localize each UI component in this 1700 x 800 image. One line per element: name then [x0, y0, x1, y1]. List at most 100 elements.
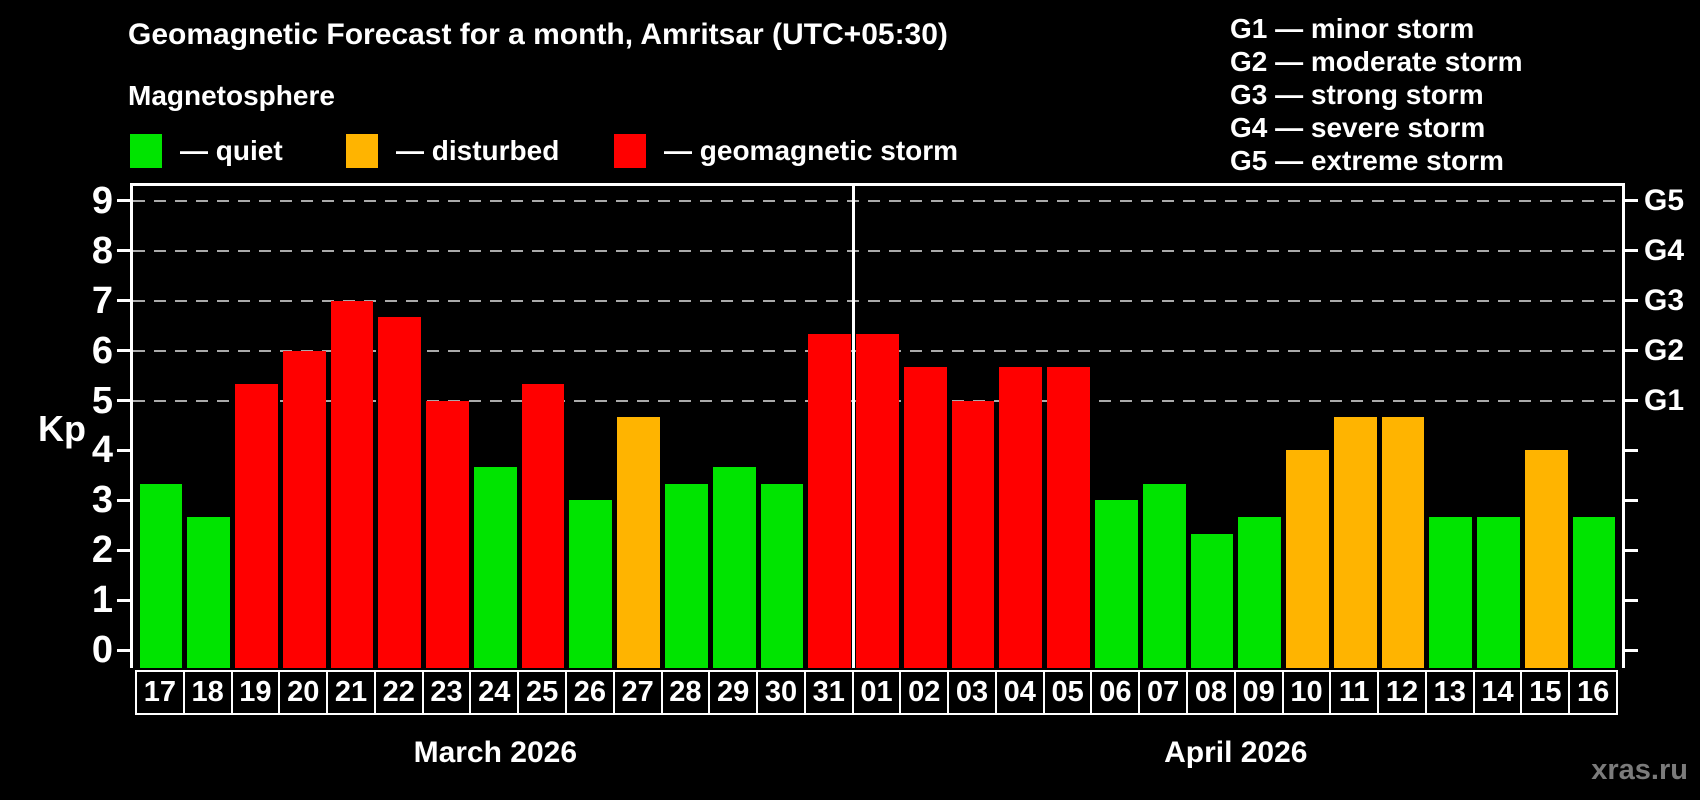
- kp-bar-day-19: [235, 384, 278, 668]
- kp-bar-day-02: [903, 367, 947, 668]
- legend-label: — disturbed: [396, 135, 560, 166]
- y-tick-label-0: 0: [91, 629, 113, 671]
- y-axis-label: Kp: [38, 408, 86, 449]
- gridline-kp-9: [133, 199, 1622, 202]
- legend-item-quiet: — quiet: [130, 134, 283, 168]
- g-scale-legend-line: G3 — strong storm: [1230, 79, 1484, 110]
- date-box-27: 27: [612, 670, 663, 715]
- tick-left-mark-5: [117, 399, 130, 402]
- tick-right-mark-5: [1625, 399, 1638, 402]
- date-box-14: 14: [1472, 670, 1523, 715]
- date-box-21: 21: [326, 670, 376, 715]
- right-axis-label-G2: G2: [1644, 333, 1685, 367]
- date-box-26: 26: [564, 670, 615, 715]
- y-tick-label-4: 4: [91, 429, 113, 472]
- tick-left-mark-7: [117, 299, 130, 303]
- date-box-20: 20: [278, 670, 329, 715]
- date-box-09: 09: [1233, 670, 1284, 715]
- tick-left-mark-9: [117, 199, 130, 203]
- tick-left-mark-4: [117, 448, 130, 452]
- month-separator-line: [852, 186, 856, 668]
- kp-bar-day-18: [187, 516, 231, 668]
- date-box-07: 07: [1138, 670, 1189, 715]
- y-tick-label-6: 6: [91, 329, 113, 372]
- kp-bar-day-21: [330, 300, 374, 668]
- tick-right-mark-8: [1625, 249, 1638, 253]
- quiet-swatch-icon: [130, 134, 162, 168]
- date-box-13: 13: [1424, 670, 1475, 715]
- kp-bar-day-22: [378, 317, 422, 668]
- kp-bar-day-12: [1381, 416, 1425, 668]
- date-box-01: 01: [851, 670, 902, 715]
- tick-right-mark-9: [1625, 199, 1638, 203]
- date-box-11: 11: [1329, 670, 1380, 715]
- date-box-31: 31: [803, 670, 854, 715]
- gridline-kp-7: [133, 299, 1622, 302]
- date-box-19: 19: [230, 670, 281, 715]
- g-scale-legend-line: G5 — extreme storm: [1230, 145, 1504, 176]
- date-box-16: 16: [1568, 670, 1618, 715]
- date-box-02: 02: [899, 670, 950, 715]
- legend-item-storm: — geomagnetic storm: [614, 134, 958, 168]
- date-box-25: 25: [517, 670, 567, 715]
- tick-right-mark-3: [1625, 498, 1638, 502]
- g-scale-legend-line: G4 — severe storm: [1230, 112, 1486, 143]
- watermark: xras.ru: [1591, 754, 1688, 786]
- tick-right-mark-0: [1625, 648, 1638, 652]
- kp-bar-day-03: [951, 400, 995, 668]
- kp-bar-day-09: [1238, 516, 1282, 668]
- tick-left-mark-1: [117, 598, 130, 602]
- date-box-17: 17: [135, 670, 185, 715]
- right-axis-label-G3: G3: [1644, 283, 1685, 317]
- date-box-23: 23: [421, 670, 472, 715]
- kp-bar-day-27: [617, 416, 660, 668]
- month-label: April 2026: [1164, 736, 1308, 769]
- g-scale-legend: G1 — minor storm G2 — moderate storm G3 — …: [1230, 12, 1523, 177]
- kp-bar-day-20: [282, 350, 326, 668]
- kp-bar-day-24: [473, 466, 517, 668]
- kp-bar-day-13: [1429, 516, 1473, 668]
- kp-bar-day-31: [808, 334, 852, 668]
- kp-bar-day-30: [760, 483, 804, 668]
- date-box-03: 03: [947, 670, 997, 715]
- y-tick-label-5: 5: [91, 379, 113, 422]
- date-box-29: 29: [708, 670, 759, 715]
- kp-bar-day-17: [139, 483, 183, 668]
- tick-right-mark-6: [1625, 349, 1638, 353]
- tick-left-mark-2: [117, 548, 130, 552]
- kp-bar-day-05: [1047, 367, 1090, 668]
- storm-swatch-icon: [614, 134, 646, 168]
- date-box-22: 22: [373, 670, 424, 715]
- kp-bar-day-16: [1572, 516, 1616, 668]
- kp-bar-day-23: [426, 400, 469, 668]
- g-scale-legend-line: G1 — minor storm: [1230, 13, 1475, 44]
- date-box-05: 05: [1042, 670, 1093, 715]
- kp-bar-day-06: [1094, 500, 1138, 668]
- tick-right-mark-2: [1625, 548, 1638, 552]
- month-labels: March 2026 April 2026: [133, 736, 1622, 772]
- date-axis: 17 18 19 20 21 22 23 24 25 26 27 28 29 30 31 01 02 03 04 05…: [133, 670, 1622, 715]
- kp-bar-day-25: [521, 384, 565, 668]
- gridline-kp-8: [133, 249, 1622, 252]
- tick-left-mark-3: [117, 498, 130, 502]
- tick-left-mark-8: [117, 249, 130, 253]
- kp-bar-chart: 0 1 2 3 4 5 6 7 8 9 G1 G2 G3 G4 G5: [92, 181, 1684, 670]
- kp-bar-day-14: [1477, 516, 1520, 668]
- kp-bar-day-15: [1524, 450, 1568, 668]
- disturbed-swatch-icon: [346, 134, 378, 168]
- right-axis-label-G4: G4: [1644, 233, 1685, 267]
- legend-label: — geomagnetic storm: [664, 135, 959, 166]
- chart-subtitle: Magnetosphere: [128, 80, 335, 111]
- date-box-06: 06: [1090, 670, 1141, 715]
- tick-right-mark-1: [1625, 598, 1638, 602]
- y-tick-label-8: 8: [91, 229, 113, 272]
- legend-item-disturbed: — disturbed: [346, 134, 559, 168]
- legend-label: — quiet: [180, 135, 283, 166]
- page-title: Geomagnetic Forecast for a month, Amrits…: [128, 18, 948, 51]
- date-box-28: 28: [660, 670, 711, 715]
- right-axis-label-G1: G1: [1644, 383, 1685, 417]
- kp-bar-day-10: [1286, 450, 1329, 668]
- y-tick-label-2: 2: [91, 529, 113, 572]
- tick-left-mark-0: [117, 648, 130, 652]
